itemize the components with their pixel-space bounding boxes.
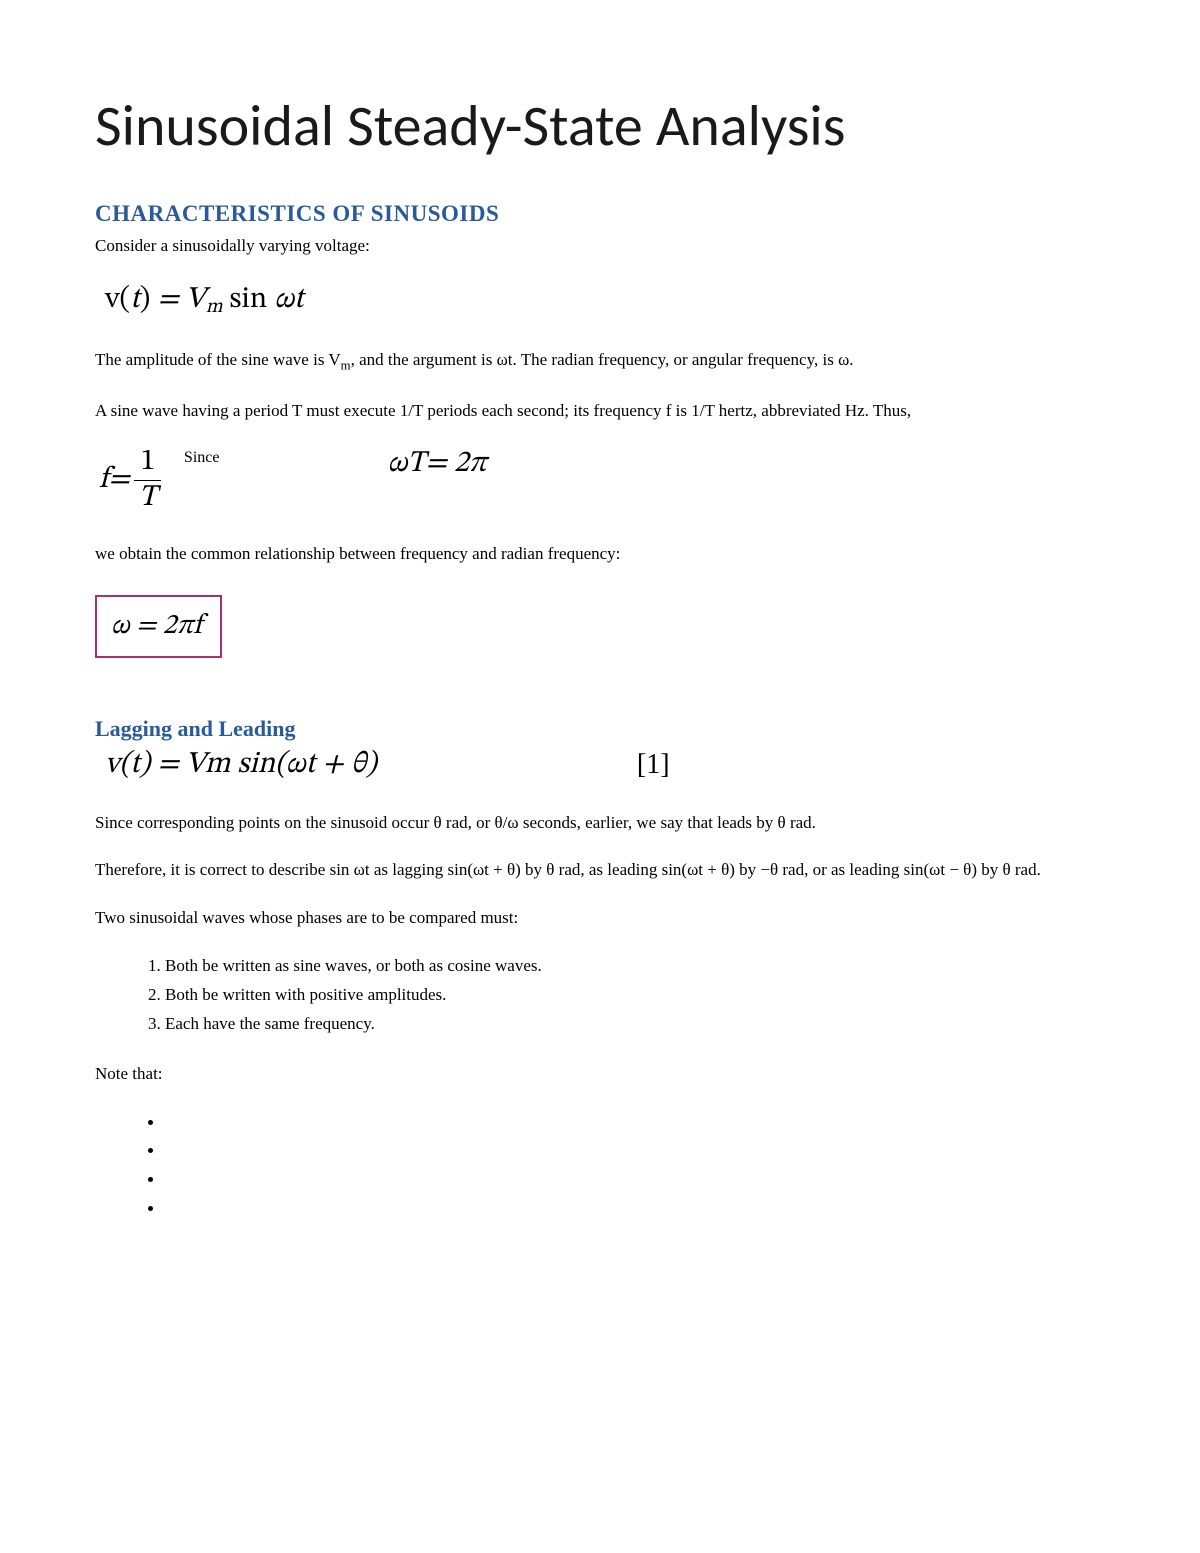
equals-sign: = — [108, 461, 130, 499]
intro-paragraph: Consider a sinusoidally varying voltage: — [95, 233, 1105, 259]
comparison-rules-list: Both be written as sine waves, or both a… — [95, 952, 1105, 1039]
equation-omega-T-2pi: ωT = 2π — [387, 445, 486, 483]
lagging-description-paragraph: Therefore, it is correct to describe sin… — [95, 857, 1105, 883]
note-that-label: Note that: — [95, 1061, 1105, 1087]
amplitude-paragraph: The amplitude of the sine wave is Vm, an… — [95, 347, 1105, 376]
note-bullet-item — [165, 1137, 1105, 1166]
note-bullet-item — [165, 1166, 1105, 1195]
note-bullet-list — [95, 1109, 1105, 1225]
rule-item: Each have the same frequency. — [165, 1010, 1105, 1039]
note-bullet-item — [165, 1109, 1105, 1138]
page-title: Sinusoidal Steady-State Analysis — [95, 90, 1105, 161]
equation-v-with-phase: v(t) = Vm sin(ωt + θ) [1] — [105, 746, 1105, 784]
boxed-equation-content: ω = 2πf — [111, 612, 202, 640]
section-heading-characteristics: CHARACTERISTICS OF SINUSOIDS — [95, 201, 1105, 227]
equation-tag-1: [1] — [637, 749, 670, 781]
boxed-equation-omega-2pif: ω = 2πf — [95, 595, 222, 658]
equation-f-equals-1-over-T: f = 1 T — [99, 445, 166, 515]
leads-paragraph: Since corresponding points on the sinuso… — [95, 810, 1105, 836]
fraction-numerator: 1 — [134, 445, 161, 481]
period-paragraph: A sine wave having a period T must execu… — [95, 398, 1105, 424]
note-bullet-item — [165, 1195, 1105, 1224]
equation-row-f-and-omegaT: f = 1 T Since ωT = 2π — [99, 445, 1105, 515]
f-symbol: f — [99, 461, 108, 499]
equation-phase-main: v(t) = Vm sin(ωt + θ) — [105, 746, 377, 784]
rule-item: Both be written with positive amplitudes… — [165, 981, 1105, 1010]
relationship-paragraph: we obtain the common relationship betwee… — [95, 541, 1105, 567]
subsection-heading-lagging-leading: Lagging and Leading — [95, 716, 1105, 742]
rule-item: Both be written as sine waves, or both a… — [165, 952, 1105, 981]
since-label: Since — [184, 449, 220, 467]
fraction-denominator: T — [133, 481, 163, 516]
fraction-1-over-T: 1 T — [133, 445, 163, 515]
equation-v-of-t: v(t) = Vm sin ωt — [105, 281, 1105, 320]
compare-intro-paragraph: Two sinusoidal waves whose phases are to… — [95, 905, 1105, 931]
